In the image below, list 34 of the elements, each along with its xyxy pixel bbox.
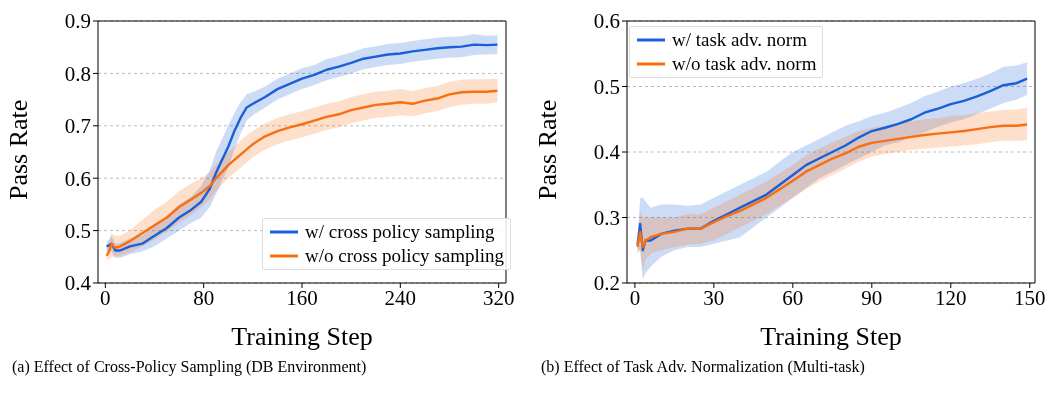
y-tick-label: 0.5 <box>593 74 620 99</box>
y-tick-label: 0.9 <box>64 9 91 34</box>
y-tick-label: 0.5 <box>64 219 91 244</box>
x-tick-label: 80 <box>193 285 215 310</box>
x-tick-label: 60 <box>782 285 804 310</box>
legend-label: w/o task adv. norm <box>672 52 817 76</box>
y-tick-label: 0.8 <box>64 61 91 86</box>
x-tick-label: 0 <box>100 285 111 310</box>
x-axis-title: Training Step <box>231 322 373 351</box>
text: (b) Effect of Task Adv. Normalization (Multi-task) <box>540 357 866 377</box>
x-tick-label: 320 <box>482 285 515 310</box>
x-axis-title: Training Step <box>760 322 902 351</box>
y-tick-label: 0.7 <box>64 114 91 139</box>
x-tick-label: 0 <box>629 285 641 310</box>
legend-label: w/ task adv. norm <box>672 28 807 52</box>
y-tick-label: 0.4 <box>593 140 621 165</box>
y-tick-label: 0.6 <box>64 166 91 191</box>
line-series <box>636 77 1029 252</box>
legend-label: w/ cross policy sampling <box>305 220 495 244</box>
x-tick-label: 160 <box>286 285 318 310</box>
x-tick-label: 30 <box>703 285 725 310</box>
x-tick-label: 90 <box>861 285 883 310</box>
text: (a) Effect of Cross-Policy Sampling (DB Environment) <box>11 357 368 377</box>
y-tick-label: 0.2 <box>593 271 620 296</box>
y-tick-label: 0.6 <box>593 9 620 34</box>
x-tick-label: 150 <box>1013 285 1046 310</box>
x-tick-label: 240 <box>384 285 417 310</box>
line-series <box>636 123 1029 249</box>
y-tick-label: 0.3 <box>593 205 620 230</box>
y-axis-title: Pass Rate <box>4 99 34 200</box>
legend-label: w/o cross policy sampling <box>305 244 504 268</box>
y-tick-label: 0.4 <box>64 271 92 296</box>
y-axis-title: Pass Rate <box>533 99 563 200</box>
x-tick-label: 120 <box>935 285 967 310</box>
